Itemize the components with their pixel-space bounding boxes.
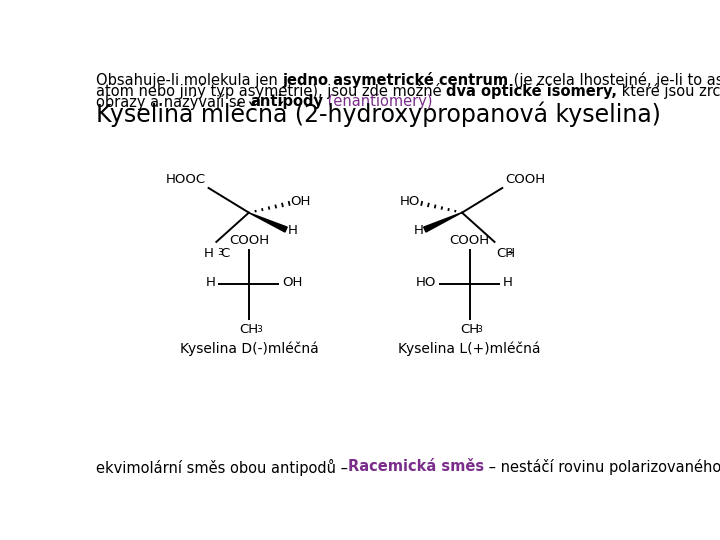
Text: jedno asymetrické centrum: jedno asymetrické centrum	[282, 72, 509, 89]
Text: které jsou zrcadlovými: které jsou zrcadlovými	[618, 83, 720, 99]
Text: CH: CH	[496, 247, 516, 260]
Text: H: H	[413, 224, 423, 237]
Text: ekvimolární směs obou antipodů –: ekvimolární směs obou antipodů –	[96, 459, 348, 476]
Text: CH: CH	[239, 323, 258, 336]
Text: HO: HO	[416, 276, 436, 289]
Text: H: H	[287, 224, 297, 237]
Text: COOH: COOH	[450, 234, 490, 247]
Text: antipody: antipody	[251, 94, 323, 109]
Text: 3: 3	[506, 248, 512, 257]
Polygon shape	[249, 213, 287, 232]
Text: Racemická směs: Racemická směs	[348, 459, 485, 474]
Text: Kyselina L(+)mléčná: Kyselina L(+)mléčná	[398, 342, 541, 356]
Text: H: H	[206, 276, 215, 289]
Text: – nestáčí rovinu polarizovaného světla: – nestáčí rovinu polarizovaného světla	[485, 459, 720, 475]
Text: atom nebo jiný typ asymetrie), jsou zde možné: atom nebo jiný typ asymetrie), jsou zde …	[96, 83, 446, 99]
Text: HOOC: HOOC	[166, 173, 205, 186]
Text: H: H	[204, 247, 214, 260]
Text: C: C	[220, 247, 230, 260]
Text: (enantiomery): (enantiomery)	[323, 94, 433, 109]
Polygon shape	[423, 213, 462, 232]
Text: (je zcela lhostejné, je-li to asymetrický: (je zcela lhostejné, je-li to asymetrick…	[509, 72, 720, 89]
Text: Obsahuje-li molekula jen: Obsahuje-li molekula jen	[96, 72, 282, 87]
Text: COOH: COOH	[229, 234, 269, 247]
Text: Kyselina mléčná (2-hydroxypropanová kyselina): Kyselina mléčná (2-hydroxypropanová kyse…	[96, 102, 661, 127]
Text: HO: HO	[400, 195, 420, 208]
Text: obrazy a nazývají se: obrazy a nazývají se	[96, 94, 251, 110]
Text: OH: OH	[282, 276, 302, 289]
Text: dva optické isomery,: dva optické isomery,	[446, 83, 618, 99]
Text: COOH: COOH	[505, 173, 546, 186]
Text: 3: 3	[477, 325, 482, 334]
Text: Kyselina D(-)mléčná: Kyselina D(-)mléčná	[179, 342, 318, 356]
Text: OH: OH	[291, 195, 311, 208]
Text: H: H	[503, 276, 513, 289]
Text: 3: 3	[256, 325, 262, 334]
Text: CH: CH	[460, 323, 480, 336]
Text: 3: 3	[217, 248, 223, 257]
